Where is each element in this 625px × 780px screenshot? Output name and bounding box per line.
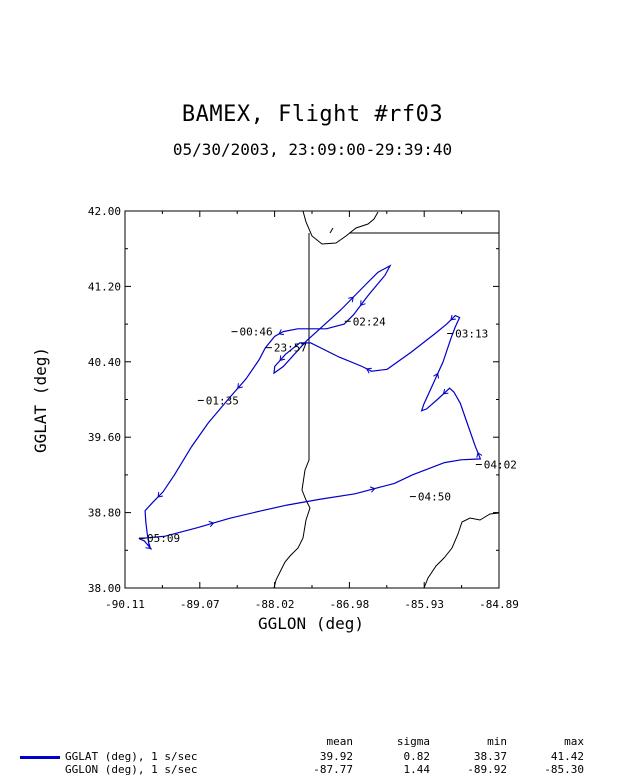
stat-min: 38.37	[473, 750, 507, 763]
x-tick-label: -86.98	[330, 598, 370, 611]
ohio-river	[423, 512, 500, 589]
y-axis-label: GGLAT (deg)	[31, 347, 50, 453]
direction-arrow	[476, 451, 483, 458]
direction-arrow	[279, 355, 286, 362]
time-annotation: 00:46	[239, 326, 272, 339]
stat-row-gglon: GGLON (deg), 1 s/sec -87.77 1.44 -89.92 …	[0, 763, 625, 776]
stat-max: 41.42	[550, 750, 584, 763]
direction-arrow	[433, 372, 440, 379]
direction-arrow	[360, 300, 366, 307]
map-tick	[329, 227, 334, 234]
time-annotation: 01:35	[206, 394, 239, 407]
x-tick-label: -90.11	[105, 598, 145, 611]
time-annotation: 05:09	[147, 532, 180, 545]
chart-title: BAMEX, Flight #rf03	[181, 102, 444, 127]
y-tick-label: 39.60	[88, 431, 121, 444]
time-annotation: 04:50	[418, 491, 451, 504]
x-tick-label: -88.02	[255, 598, 295, 611]
x-tick-label: -89.07	[180, 598, 220, 611]
stat-header-max: max	[564, 735, 584, 748]
y-axis: 38.00 38.80 39.60 40.40 41.20 42.00	[88, 205, 499, 595]
direction-arrow	[450, 314, 456, 321]
lake-michigan-shore	[302, 210, 379, 245]
stat-header-min: min	[487, 735, 507, 748]
time-annotation: 04:02	[484, 459, 517, 472]
y-tick-label: 42.00	[88, 205, 121, 218]
time-annotation: 03:13	[455, 328, 488, 341]
direction-arrow	[369, 486, 376, 493]
flight-track-line	[138, 264, 482, 550]
x-tick-label: -85.93	[404, 598, 444, 611]
stat-header-mean: mean	[326, 735, 354, 748]
stat-row-label: GGLON (deg), 1 s/sec	[65, 763, 198, 776]
stat-sigma: 1.44	[403, 763, 431, 776]
x-tick-label: -84.89	[479, 598, 519, 611]
direction-arrow	[348, 296, 354, 303]
y-tick-label: 38.00	[88, 582, 121, 595]
stat-row-label: GGLAT (deg), 1 s/sec	[65, 750, 198, 763]
stat-mean: -87.77	[313, 763, 353, 776]
y-tick-label: 41.20	[88, 280, 121, 293]
x-axis-label: GGLON (deg)	[258, 614, 364, 633]
direction-arrow	[366, 367, 372, 374]
time-annotation: 02:24	[353, 315, 386, 328]
y-tick-label: 38.80	[88, 507, 121, 520]
stat-header-sigma: sigma	[396, 735, 430, 748]
legend-swatch	[20, 756, 60, 759]
stat-min: -89.92	[467, 763, 507, 776]
stat-row-gglat: GGLAT (deg), 1 s/sec 39.92 0.82 38.37 41…	[0, 750, 625, 763]
y-tick-label: 40.40	[88, 356, 121, 369]
stat-mean: 39.92	[319, 750, 353, 763]
state-borders	[273, 210, 500, 589]
direction-arrow	[145, 543, 152, 549]
direction-arrow	[157, 492, 163, 498]
direction-arrow	[278, 329, 285, 335]
chart-subtitle: 05/30/2003, 23:09:00-29:39:40	[172, 140, 453, 159]
illinois-indiana-border	[273, 233, 311, 589]
stat-max: -85.30	[544, 763, 584, 776]
direction-arrow	[237, 383, 243, 389]
statistics-table: mean sigma min max GGLAT (deg), 1 s/sec …	[0, 735, 625, 780]
stat-sigma: 0.82	[403, 750, 431, 763]
direction-arrow	[208, 520, 215, 528]
direction-arrows	[145, 296, 483, 549]
x-axis: -90.11 -89.07 -88.02 -86.98 -85.93 -84.89	[105, 211, 519, 611]
time-annotation: 23:57	[274, 342, 307, 355]
direction-arrow	[442, 388, 449, 395]
